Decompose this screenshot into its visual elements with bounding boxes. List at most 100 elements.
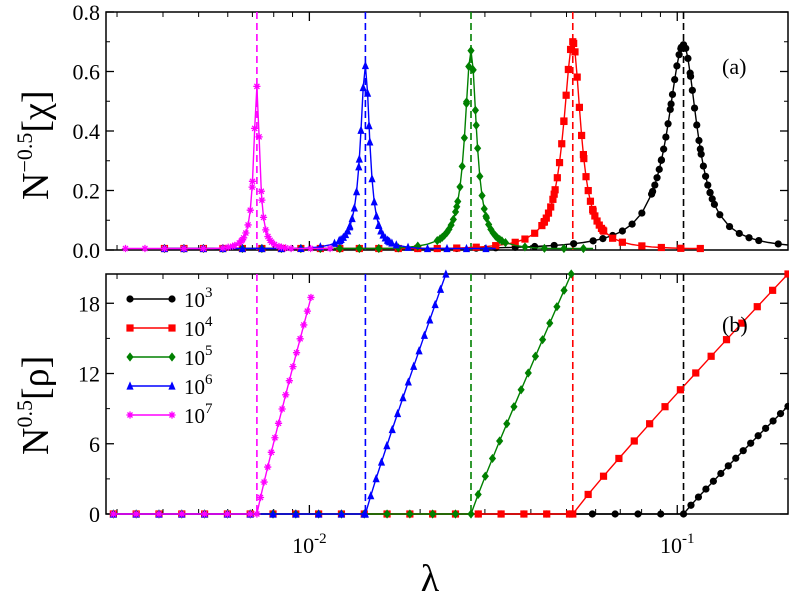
bottom-series-point	[738, 319, 746, 327]
bottom-series-point	[553, 302, 561, 312]
bottom-series-line	[113, 273, 572, 515]
top-series-point	[365, 121, 373, 130]
bottom-series-point	[296, 335, 304, 343]
bottom-series-point	[300, 321, 308, 329]
bottom-series-point	[503, 419, 511, 429]
bottom-series-point	[676, 386, 684, 394]
top-series-point	[589, 207, 597, 215]
bottom-series-point	[739, 447, 747, 455]
legend-marker	[168, 295, 176, 303]
top-series-point	[359, 82, 367, 92]
svg-text:N−0.5[χ]: N−0.5[χ]	[12, 90, 57, 200]
bottom-series-point	[406, 509, 414, 519]
bottom-series-point	[451, 509, 460, 519]
bottom-series-point	[442, 269, 450, 278]
bottom-series-point	[717, 469, 725, 478]
top-series-point	[355, 154, 363, 163]
top-series-point	[745, 234, 753, 242]
top-series-point	[268, 238, 276, 246]
bottom-series-point	[496, 436, 504, 446]
top-series-point	[699, 162, 707, 170]
bottom-series-point	[303, 307, 311, 315]
legend-label: 107	[184, 401, 213, 428]
top-series-point	[404, 242, 412, 251]
legend-marker	[126, 411, 134, 419]
top-series-point	[578, 131, 586, 140]
top-series-point	[253, 82, 261, 90]
bottom-series-point	[747, 439, 755, 447]
top-series-point	[348, 213, 356, 223]
bottom-series-point	[282, 391, 290, 399]
top-series-point	[540, 243, 549, 253]
top-series-point	[445, 224, 453, 234]
top-series-line	[164, 65, 496, 250]
bottom-series-point	[271, 434, 279, 442]
bottom-series-point	[372, 474, 380, 483]
top-series-point	[591, 212, 599, 220]
bottom-series-point	[488, 453, 497, 464]
top-series-point	[599, 235, 607, 243]
bottom-series-point	[337, 509, 346, 518]
bottom-series-point	[769, 417, 777, 425]
top-series-point	[677, 244, 685, 252]
legend-item: 106	[126, 372, 213, 399]
bottom-series-point	[264, 463, 272, 471]
bottom-series-point	[784, 402, 789, 410]
top-ylabel-exp: −0.5	[12, 133, 37, 173]
top-series-point	[551, 186, 559, 194]
bottom-series-point	[615, 454, 623, 463]
top-series-point	[553, 174, 561, 182]
bottom-series-point	[538, 335, 547, 345]
top-ylabel: N−0.5[χ]	[12, 90, 57, 200]
top-series-point	[326, 244, 334, 253]
bottom-series-point	[588, 510, 596, 518]
bottom-series-point	[584, 490, 592, 499]
top-series-point	[560, 117, 568, 125]
bottom-series-point	[436, 284, 445, 293]
top-series-point	[248, 177, 257, 185]
top-series-point	[270, 240, 279, 249]
bottom-series-point	[278, 405, 286, 413]
top-series-point	[571, 48, 579, 56]
top-series-point	[549, 195, 557, 203]
top-series-point	[229, 242, 237, 250]
top-series-point	[462, 97, 471, 107]
bottom-series-point	[722, 336, 731, 344]
top-series-point	[697, 150, 705, 158]
top-series-point	[704, 181, 712, 189]
top-series-point	[307, 244, 315, 253]
top-series-point	[755, 236, 763, 245]
top-series-point	[242, 229, 250, 237]
top-series-point	[675, 51, 683, 59]
top-series-point	[684, 54, 692, 63]
top-series-point	[570, 39, 578, 48]
top-series-point	[593, 217, 601, 225]
bottom-series-point	[634, 510, 642, 518]
bottom-series-point	[307, 293, 315, 302]
bottom-series-point	[687, 501, 695, 509]
top-series-point	[257, 187, 265, 195]
bottom-series-point	[543, 510, 551, 518]
bottom-series-point	[431, 299, 439, 309]
top-series-point	[456, 182, 464, 192]
bottom-ylabel-symbol: [ρ]	[15, 356, 57, 400]
top-series-point	[482, 213, 491, 223]
bottom-series-point	[520, 510, 528, 518]
top-series-point	[482, 243, 490, 253]
bottom-series-line	[113, 273, 789, 515]
bottom-series-point	[377, 457, 386, 466]
top-series-point	[368, 174, 376, 183]
top-series-point	[460, 133, 468, 143]
top-series-point	[584, 186, 592, 195]
top-series-point	[609, 234, 617, 242]
top-series-point	[487, 224, 495, 234]
bottom-series-point	[109, 510, 117, 518]
bottom-series-point	[707, 352, 715, 360]
bottom-series-line	[113, 273, 447, 515]
bottom-series-point	[762, 424, 770, 432]
bottom-series-point	[429, 509, 437, 519]
bottom-series-point	[367, 491, 375, 500]
top-series-point	[255, 133, 263, 141]
bottom-series-point	[724, 462, 732, 470]
